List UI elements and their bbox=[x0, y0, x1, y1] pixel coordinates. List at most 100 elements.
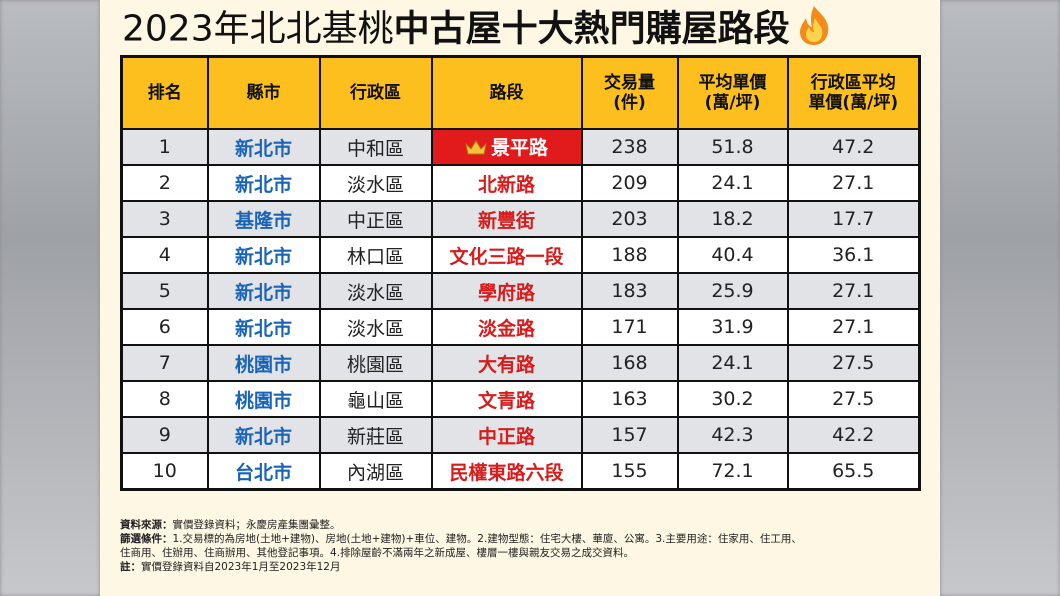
cell-road-top: 景平路 bbox=[430, 128, 583, 166]
flame-icon bbox=[794, 4, 834, 57]
table-row: 2 新北市 淡水區 北新路 209 24.1 27.1 bbox=[120, 164, 921, 202]
cell-road-label: 景平路 bbox=[490, 137, 548, 159]
cell-city: 基隆市 bbox=[206, 200, 321, 238]
header-district-avg: 行政區平均 單價(萬/坪) bbox=[786, 55, 921, 130]
cell-avg-price: 42.3 bbox=[676, 416, 789, 454]
cell-road: 文化三路一段 bbox=[430, 236, 583, 274]
cell-avg-price: 72.1 bbox=[676, 452, 789, 491]
table-header-row: 排名 縣市 行政區 路段 交易量 (件) 平均單價 (萬/坪) 行政區平均 單價(萬/… bbox=[120, 55, 921, 130]
cell-volume: 157 bbox=[580, 416, 679, 454]
cell-road: 北新路 bbox=[430, 164, 583, 202]
cell-road: 學府路 bbox=[430, 272, 583, 310]
cell-district-avg: 47.2 bbox=[786, 128, 921, 166]
cell-rank: 10 bbox=[120, 452, 209, 491]
cell-road: 文青路 bbox=[430, 380, 583, 418]
header-road: 路段 bbox=[430, 55, 583, 130]
cell-avg-price: 18.2 bbox=[676, 200, 789, 238]
infographic-panel: 2023年北北基桃中古屋十大熱門購屋路段 排名 縣市 行政區 路段 交易量 (件)… bbox=[100, 0, 940, 596]
cell-city: 台北市 bbox=[206, 452, 321, 491]
cell-city: 新北市 bbox=[206, 416, 321, 454]
table-row: 7 桃園市 桃園區 大有路 168 24.1 27.5 bbox=[120, 344, 921, 382]
cell-volume: 209 bbox=[580, 164, 679, 202]
cell-rank: 1 bbox=[120, 128, 209, 166]
cell-volume: 163 bbox=[580, 380, 679, 418]
cell-rank: 7 bbox=[120, 344, 209, 382]
background-right bbox=[940, 0, 1060, 596]
note-source: 資料來源：實價登錄資料；永慶房產集團彙整。 bbox=[120, 519, 341, 531]
cell-district-avg: 65.5 bbox=[786, 452, 921, 491]
table-row: 5 新北市 淡水區 學府路 183 25.9 27.1 bbox=[120, 272, 921, 310]
cell-district-avg: 36.1 bbox=[786, 236, 921, 274]
header-volume: 交易量 (件) bbox=[580, 55, 679, 130]
cell-city: 新北市 bbox=[206, 128, 321, 166]
cell-avg-price: 25.9 bbox=[676, 272, 789, 310]
note-remark: 註：實價登錄資料自2023年1月至2023年12月 bbox=[120, 561, 341, 573]
header-rank: 排名 bbox=[120, 55, 209, 130]
cell-district-avg: 42.2 bbox=[786, 416, 921, 454]
cell-avg-price: 30.2 bbox=[676, 380, 789, 418]
cell-district: 中正區 bbox=[318, 200, 433, 238]
cell-city: 新北市 bbox=[206, 236, 321, 274]
cell-rank: 8 bbox=[120, 380, 209, 418]
cell-avg-price: 40.4 bbox=[676, 236, 789, 274]
table-row: 9 新北市 新莊區 中正路 157 42.3 42.2 bbox=[120, 416, 921, 454]
cell-rank: 5 bbox=[120, 272, 209, 310]
cell-district-avg: 27.5 bbox=[786, 380, 921, 418]
cell-avg-price: 31.9 bbox=[676, 308, 789, 346]
cell-district-avg: 17.7 bbox=[786, 200, 921, 238]
cell-district: 中和區 bbox=[318, 128, 433, 166]
cell-city: 新北市 bbox=[206, 272, 321, 310]
cell-rank: 2 bbox=[120, 164, 209, 202]
cell-city: 桃園市 bbox=[206, 380, 321, 418]
cell-avg-price: 51.8 bbox=[676, 128, 789, 166]
page-title: 2023年北北基桃中古屋十大熱門購屋路段 bbox=[122, 4, 922, 50]
note-filter-cont: 住商用、住辦用、住商辦用、其他登記事項。4.排除屋齡不滿兩年之新成屋、樓層一樓與… bbox=[120, 547, 635, 559]
cell-volume: 171 bbox=[580, 308, 679, 346]
title-bold: 中古屋十大熱門購屋路段 bbox=[393, 8, 790, 50]
note-filter: 篩選條件：1.交易標的為房地(土地+建物)、房地(土地+建物)+車位、建物。2.… bbox=[120, 533, 802, 545]
table-row: 10 台北市 內湖區 民權東路六段 155 72.1 65.5 bbox=[120, 452, 921, 491]
cell-volume: 183 bbox=[580, 272, 679, 310]
cell-city: 桃園市 bbox=[206, 344, 321, 382]
footnotes: 資料來源：實價登錄資料；永慶房產集團彙整。 篩選條件：1.交易標的為房地(土地+… bbox=[120, 518, 920, 574]
header-avg-price: 平均單價 (萬/坪) bbox=[676, 55, 789, 130]
cell-road: 大有路 bbox=[430, 344, 583, 382]
crown-icon bbox=[465, 139, 487, 161]
header-city: 縣市 bbox=[206, 55, 321, 130]
cell-rank: 4 bbox=[120, 236, 209, 274]
title-light: 2023年北北基桃 bbox=[122, 8, 394, 50]
cell-district-avg: 27.1 bbox=[786, 272, 921, 310]
cell-rank: 3 bbox=[120, 200, 209, 238]
cell-city: 新北市 bbox=[206, 164, 321, 202]
header-district: 行政區 bbox=[318, 55, 433, 130]
cell-road: 新豐街 bbox=[430, 200, 583, 238]
cell-district: 淡水區 bbox=[318, 308, 433, 346]
cell-city: 新北市 bbox=[206, 308, 321, 346]
cell-road: 民權東路六段 bbox=[430, 452, 583, 491]
cell-district: 新莊區 bbox=[318, 416, 433, 454]
cell-avg-price: 24.1 bbox=[676, 344, 789, 382]
cell-district-avg: 27.1 bbox=[786, 164, 921, 202]
cell-district: 桃園區 bbox=[318, 344, 433, 382]
cell-road: 中正路 bbox=[430, 416, 583, 454]
cell-district: 淡水區 bbox=[318, 164, 433, 202]
table-row: 6 新北市 淡水區 淡金路 171 31.9 27.1 bbox=[120, 308, 921, 346]
cell-volume: 188 bbox=[580, 236, 679, 274]
table-row: 1 新北市 中和區 景平路 238 51.8 47.2 bbox=[120, 128, 921, 166]
cell-district-avg: 27.5 bbox=[786, 344, 921, 382]
cell-avg-price: 24.1 bbox=[676, 164, 789, 202]
cell-volume: 238 bbox=[580, 128, 679, 166]
table-row: 3 基隆市 中正區 新豐街 203 18.2 17.7 bbox=[120, 200, 921, 238]
table-row: 8 桃園市 龜山區 文青路 163 30.2 27.5 bbox=[120, 380, 921, 418]
cell-road: 淡金路 bbox=[430, 308, 583, 346]
background-left bbox=[0, 0, 100, 596]
cell-volume: 203 bbox=[580, 200, 679, 238]
table-row: 4 新北市 林口區 文化三路一段 188 40.4 36.1 bbox=[120, 236, 921, 274]
cell-district: 內湖區 bbox=[318, 452, 433, 491]
cell-volume: 168 bbox=[580, 344, 679, 382]
cell-district: 龜山區 bbox=[318, 380, 433, 418]
cell-rank: 6 bbox=[120, 308, 209, 346]
cell-rank: 9 bbox=[120, 416, 209, 454]
cell-district: 林口區 bbox=[318, 236, 433, 274]
ranking-table: 排名 縣市 行政區 路段 交易量 (件) 平均單價 (萬/坪) 行政區平均 單價(萬/… bbox=[120, 55, 921, 491]
